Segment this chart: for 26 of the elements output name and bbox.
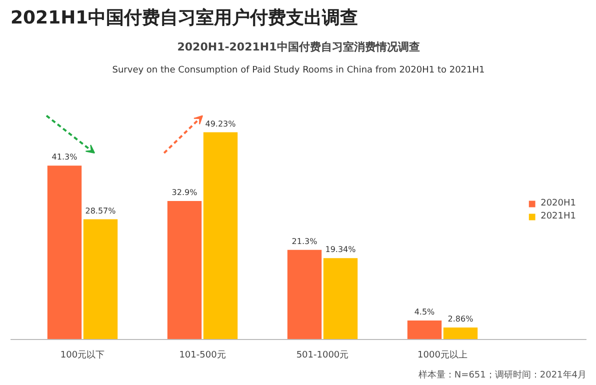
legend-label: 2021H1 [540, 211, 576, 221]
data-label: 19.34% [325, 245, 356, 254]
bar [323, 258, 358, 340]
data-label: 49.23% [205, 119, 236, 128]
legend-label: 2020H1 [540, 198, 576, 208]
data-label: 28.57% [85, 206, 116, 216]
x-tick-label: 501-1000元 [296, 350, 349, 360]
x-tick-label: 100元以下 [60, 350, 105, 360]
bar [443, 327, 478, 340]
bar [167, 201, 202, 340]
chart-title: 2021H1中国付费自习室用户付费支出调查 [10, 8, 358, 28]
bar [83, 219, 118, 340]
bar [203, 132, 238, 340]
bar [287, 250, 322, 340]
x-tick-label: 101-500元 [179, 350, 226, 360]
data-label: 2.86% [448, 314, 474, 324]
bar [47, 166, 82, 340]
bar [407, 320, 442, 340]
x-tick-label: 1000元以上 [418, 350, 468, 360]
data-label: 32.9% [172, 188, 198, 198]
data-label: 21.3% [292, 236, 318, 246]
chart-subtitle: 2020H1-2021H1中国付费自习室消费情况调查 [177, 40, 420, 54]
data-label: 41.3% [52, 152, 78, 162]
text: Survey on the Consumption of Paid Study Rooms in China from 2020H1 to 2021H1 [112, 66, 485, 76]
data-label: 4.5% [414, 308, 436, 317]
text: 样本量：N=651；调研时间：2021年4月 [418, 370, 587, 380]
